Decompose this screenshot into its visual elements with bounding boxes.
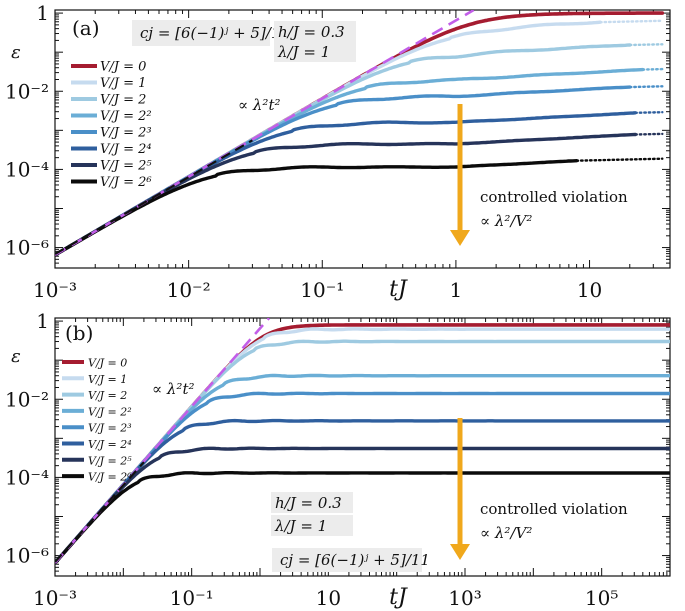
legend-entry: V/J = 2⁴ [100,142,152,157]
panel-label: (b) [65,321,93,345]
param-text: h/J = 0.3 [275,494,342,512]
x-tick-label: 10 [316,586,341,610]
arrow-label: controlled violation [480,500,628,518]
series-line-3 [55,373,670,565]
x-tick-label: 10⁻² [167,278,211,302]
panel-label: (a) [72,16,100,40]
series-line-7 [55,471,670,565]
series-line-6 [55,446,670,565]
early-time-line [55,139,253,256]
fit-label: ∝ λ²t² [238,96,280,114]
y-tick-label: 10⁻⁴ [5,157,49,181]
series-extrapolation-1 [598,19,664,24]
legend-entry: V/J = 2 [88,389,127,402]
panel-a: 10⁻³ 10⁻² 10⁻¹ 1 10 10⁻⁶ 10⁻⁴ 10⁻² 1 tJ ε (a) cj = [… [5,1,671,302]
param-text: h/J = 0.3 [278,23,345,41]
param-box [271,515,353,536]
y-tick-label: 1 [36,309,49,333]
series-line-0 [55,323,670,565]
series-group [55,10,665,257]
x-tick-label: 10³ [448,586,481,610]
early-time-line [55,461,145,563]
arrow-label: controlled violation [480,188,628,206]
series-extrapolation-7 [575,157,664,162]
legend-entry: V/J = 2⁵ [100,159,152,174]
legend-entry: V/J = 2⁴ [88,438,132,451]
series-extrapolation-2 [628,43,664,47]
legend-entry: V/J = 2² [100,109,152,124]
x-tick-label: 10 [577,278,602,302]
arrow-label: ∝ λ²/V² [480,524,532,542]
x-tick-label: 10⁻³ [33,586,77,610]
series-line-1 [55,327,670,565]
param-text: λ/J = 1 [277,43,330,61]
legend-entry: V/J = 0 [100,60,146,75]
series-extrapolation-5 [634,111,664,114]
coefficient-box [132,20,270,46]
y-tick-label: 10⁻² [5,79,49,103]
x-axis-label: tJ [389,585,408,610]
y-tick-label: 1 [36,1,49,25]
param-box [271,492,353,513]
series-group [55,318,670,565]
coefficient-text: cj = [6(−1)ʲ + 5]/11 [140,24,290,42]
coefficient-text: cj = [6(−1)ʲ + 5]/11 [280,551,430,569]
legend-entry: V/J = 1 [88,373,127,386]
legend-entry: V/J = 2⁵ [88,454,132,467]
y-tick-label: 10⁻⁶ [5,544,49,568]
x-tick-label: 10⁻¹ [170,586,214,610]
x-tick-label: 1 [450,278,463,302]
legend-entry: V/J = 1 [100,76,146,91]
legend-entry: V/J = 2⁶ [100,175,152,190]
series-extrapolation-6 [634,132,664,136]
x-tick-label: 10⁻³ [33,278,77,302]
y-tick-label: 10⁻⁴ [5,465,49,489]
series-extrapolation-3 [641,67,664,71]
series-line-5 [55,418,670,565]
y-axis-label: ε [11,42,21,63]
legend-entry: V/J = 2³ [100,126,152,141]
coefficient-box [272,548,422,572]
legend-entry: V/J = 2⁶ [88,471,132,484]
param-box [274,41,356,62]
legend-entry: V/J = 2² [88,405,132,418]
series-line-7 [55,159,579,257]
legend-entry: V/J = 0 [88,357,127,370]
fit-line [55,318,271,564]
arrow-head-icon [450,544,470,560]
legend-entry: V/J = 2³ [88,422,132,435]
series-extrapolation-4 [628,85,664,89]
legend-entry: V/J = 2 [100,93,146,108]
y-axis-label: ε [11,346,21,367]
param-box [274,21,356,42]
x-tick-label: 10⁵ [585,586,618,610]
y-tick-label: 10⁻² [5,387,49,411]
arrow-head-icon [450,230,470,246]
fit-label: ∝ λ²t² [152,380,194,398]
x-tick-label: 10⁻¹ [300,278,344,302]
y-tick-label: 10⁻⁶ [5,236,49,260]
param-text: λ/J = 1 [274,517,327,535]
panel-b: 10⁻³ 10⁻¹ 10 10³ 10⁵ 10⁻⁶ 10⁻⁴ 10⁻² 1 tJ ε (b) cj = … [5,309,671,610]
arrow-label: ∝ λ²/V² [480,212,532,230]
x-axis-label: tJ [389,277,408,302]
